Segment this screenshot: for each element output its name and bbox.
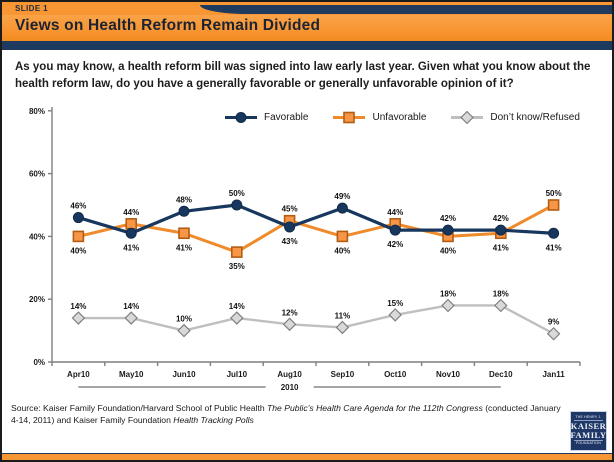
square-marker-icon: [332, 111, 366, 124]
diamond-marker-icon: [450, 110, 484, 124]
kff-logo: THE HENRY J. KAISER FAMILY FOUNDATION: [570, 411, 607, 451]
chart-svg: 0% 20% 40% 60% 80% Apr10 May10 Jun10 Jul10 Aug10 S…: [29, 106, 581, 392]
svg-text:Jul10: Jul10: [227, 370, 248, 379]
svg-text:May10: May10: [119, 370, 144, 379]
svg-text:42%: 42%: [493, 214, 509, 223]
svg-text:60%: 60%: [29, 169, 45, 178]
svg-text:41%: 41%: [123, 243, 139, 252]
chart-legend: Favorable Unfavorable Don’t know/Refused: [224, 110, 580, 124]
svg-text:49%: 49%: [334, 192, 350, 201]
svg-text:35%: 35%: [229, 262, 245, 271]
chart: Favorable Unfavorable Don’t know/Refused…: [2, 97, 612, 399]
svg-text:41%: 41%: [176, 243, 192, 252]
svg-text:0%: 0%: [33, 358, 45, 367]
svg-text:Jun10: Jun10: [172, 370, 196, 379]
legend-label-favorable: Favorable: [264, 111, 309, 123]
svg-text:Apr10: Apr10: [67, 370, 90, 379]
svg-text:Dec10: Dec10: [489, 370, 513, 379]
legend-label-dont-know: Don’t know/Refused: [490, 111, 580, 123]
source-note: Source: Kaiser Family Foundation/Harvard…: [11, 402, 561, 425]
svg-text:41%: 41%: [546, 243, 562, 252]
logo-kaiser-text: KAISER: [570, 421, 607, 431]
svg-text:40%: 40%: [334, 246, 350, 255]
svg-text:46%: 46%: [70, 201, 86, 210]
svg-text:12%: 12%: [282, 308, 298, 317]
svg-text:Aug10: Aug10: [277, 370, 302, 379]
logo-bottom-text: FOUNDATION: [573, 440, 604, 447]
svg-text:18%: 18%: [493, 289, 509, 298]
header-tab-row: SLIDE 1: [2, 2, 612, 15]
svg-text:Sep10: Sep10: [331, 370, 355, 379]
header-bottom-stripe: [2, 41, 612, 50]
svg-text:50%: 50%: [229, 189, 245, 198]
legend-label-unfavorable: Unfavorable: [372, 111, 427, 123]
svg-text:9%: 9%: [548, 317, 560, 326]
svg-text:14%: 14%: [229, 302, 245, 311]
svg-text:2010: 2010: [281, 383, 299, 392]
svg-text:42%: 42%: [440, 214, 456, 223]
title-band: Views on Health Reform Remain Divided: [2, 15, 612, 41]
header-top-stripe: [200, 5, 612, 14]
svg-text:48%: 48%: [176, 195, 192, 204]
legend-item-favorable: Favorable: [224, 111, 308, 124]
logo-top-text: THE HENRY J.: [573, 415, 604, 421]
svg-text:44%: 44%: [123, 207, 139, 216]
svg-text:18%: 18%: [440, 289, 456, 298]
svg-text:40%: 40%: [29, 232, 45, 241]
bottom-stripe: [2, 453, 612, 460]
svg-text:10%: 10%: [176, 314, 192, 323]
slide-number-label: SLIDE 1: [15, 4, 49, 13]
legend-item-dont-know: Don’t know/Refused: [450, 110, 580, 124]
svg-text:80%: 80%: [29, 106, 45, 115]
svg-text:44%: 44%: [387, 207, 403, 216]
svg-text:Jan11: Jan11: [542, 370, 565, 379]
svg-text:14%: 14%: [70, 302, 86, 311]
svg-text:41%: 41%: [493, 243, 509, 252]
svg-text:11%: 11%: [335, 311, 351, 320]
footer: Source: Kaiser Family Foundation/Harvard…: [2, 399, 612, 454]
svg-text:43%: 43%: [282, 236, 298, 245]
svg-text:40%: 40%: [70, 246, 86, 255]
circle-marker-icon: [224, 111, 258, 124]
legend-item-unfavorable: Unfavorable: [332, 111, 426, 124]
svg-text:42%: 42%: [387, 240, 403, 249]
svg-text:20%: 20%: [29, 295, 45, 304]
svg-text:50%: 50%: [546, 189, 562, 198]
question-text: As you may know, a health reform bill wa…: [15, 61, 591, 91]
svg-text:40%: 40%: [440, 246, 456, 255]
page-title: Views on Health Reform Remain Divided: [15, 17, 321, 34]
svg-text:Nov10: Nov10: [436, 370, 461, 379]
svg-text:14%: 14%: [123, 302, 139, 311]
svg-text:15%: 15%: [387, 298, 403, 307]
svg-text:Oct10: Oct10: [384, 370, 407, 379]
logo-family-text: FAMILY: [570, 429, 607, 440]
svg-text:45%: 45%: [282, 204, 298, 213]
